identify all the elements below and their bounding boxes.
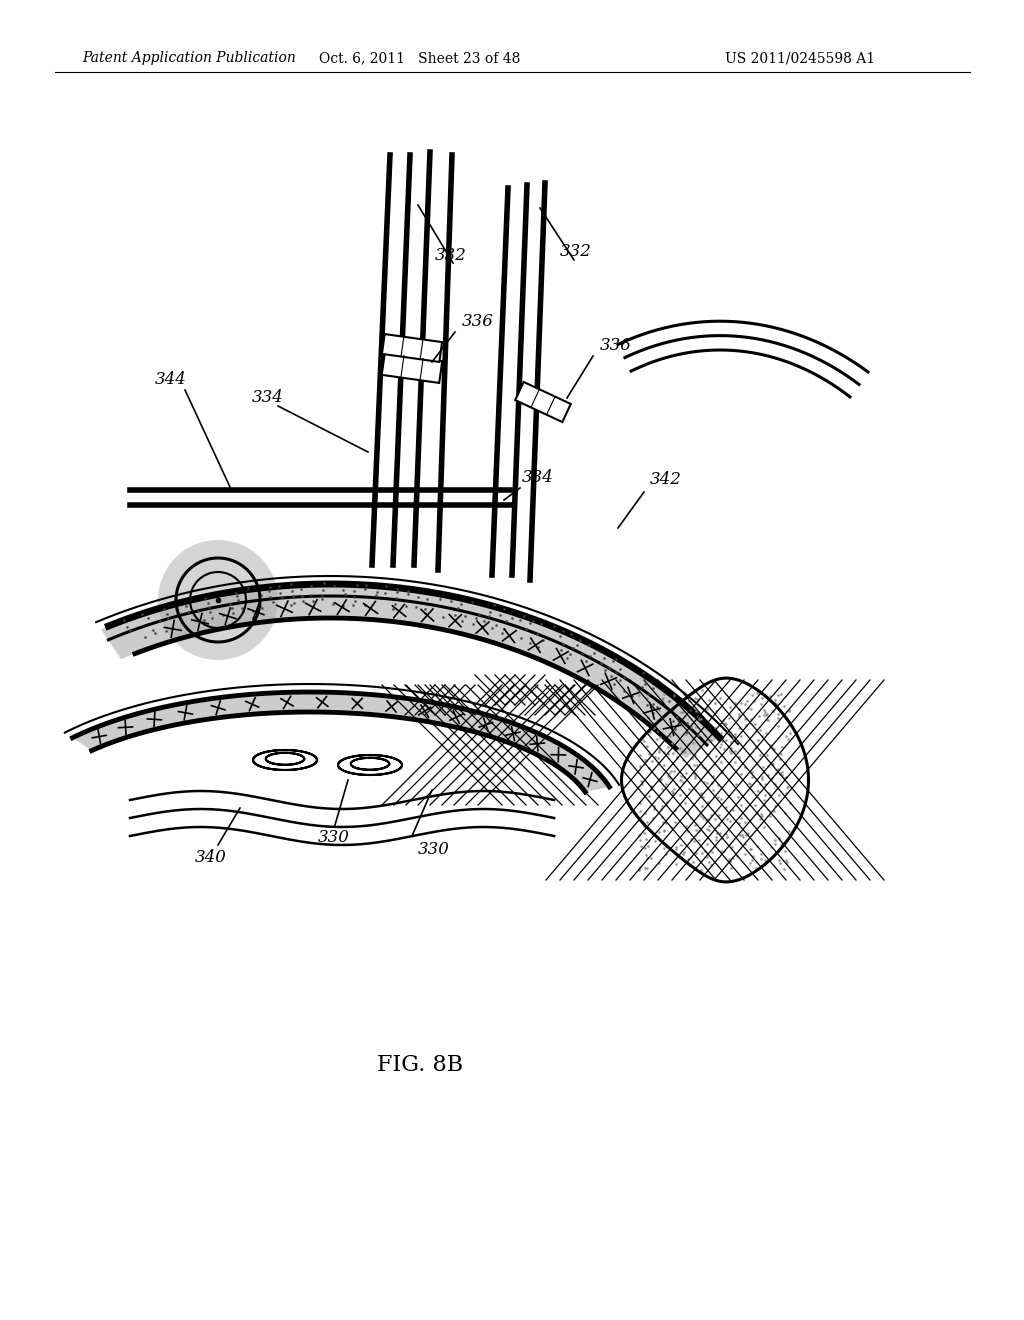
Text: 342: 342 — [650, 471, 682, 488]
Polygon shape — [382, 352, 442, 383]
Text: 336: 336 — [600, 337, 632, 354]
Text: 334: 334 — [252, 389, 284, 407]
Polygon shape — [73, 692, 609, 792]
Text: 330: 330 — [418, 842, 450, 858]
Text: 334: 334 — [522, 470, 554, 487]
Text: 332: 332 — [560, 243, 592, 260]
Text: 336: 336 — [462, 314, 494, 330]
Polygon shape — [101, 583, 720, 758]
Text: 340: 340 — [195, 850, 227, 866]
Text: Patent Application Publication: Patent Application Publication — [82, 51, 296, 65]
Polygon shape — [382, 334, 442, 362]
Text: 332: 332 — [435, 247, 467, 264]
Text: Oct. 6, 2011   Sheet 23 of 48: Oct. 6, 2011 Sheet 23 of 48 — [319, 51, 520, 65]
Text: 344: 344 — [155, 371, 186, 388]
Polygon shape — [515, 381, 570, 422]
Text: US 2011/0245598 A1: US 2011/0245598 A1 — [725, 51, 876, 65]
Text: FIG. 8B: FIG. 8B — [377, 1053, 463, 1076]
Text: 330: 330 — [318, 829, 350, 846]
Circle shape — [158, 540, 278, 660]
